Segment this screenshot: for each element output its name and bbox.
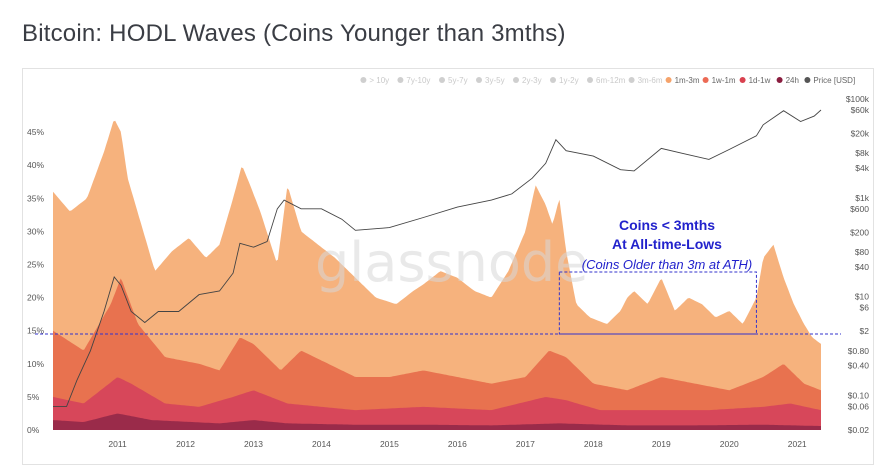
x-tick-label: 2019 [652,439,671,449]
right-tick-label: $1k [855,193,869,203]
right-tick-label: $100k [846,94,870,104]
legend-label: 2y-3y [522,76,542,85]
legend-item-price-usd[interactable]: Price [USD] [804,76,855,85]
right-tick-label: $0.40 [848,361,870,371]
legend-label: > 10y [369,76,389,85]
x-axis: 2011 2012 2013 2014 2015 2016 2017 2018 2019 2020… [108,439,807,449]
left-tick-label: 10% [27,359,44,369]
x-tick-label: 2018 [584,439,603,449]
right-tick-label: $4k [855,163,869,173]
x-tick-label: 2015 [380,439,399,449]
right-axis: $0.02 $0.06$0.10 $0.40 $0.80 $2 $6$10 $40 $80 $2… [846,94,870,435]
right-tick-label: $40 [855,262,869,272]
right-tick-label: $80 [855,247,869,257]
legend-item-24h[interactable]: 24h [776,76,799,85]
right-tick-label: $8k [855,148,869,158]
legend-label: 6m-12m [596,76,626,85]
area-1w-1m [53,278,821,430]
left-tick-label: 0% [27,425,40,435]
right-tick-label: $60k [851,105,870,115]
legend-dot [550,77,556,83]
legend-label: 5y-7y [448,76,468,85]
legend-dot [587,77,593,83]
legend-item-5y-7y[interactable]: 5y-7y [439,76,468,85]
watermark: glassnode [315,231,588,294]
annotation-line-3: (Coins Older than 3m at ATH) [582,257,753,272]
left-tick-label: 35% [27,193,44,203]
legend-dot [360,77,367,83]
left-tick-label: 45% [27,127,44,137]
legend-item-1w-1m[interactable]: 1w-1m [702,76,736,85]
x-tick-label: 2014 [312,439,331,449]
legend-label: Price [USD] [813,76,855,85]
legend-dot [702,77,709,83]
legend-dot [665,77,672,83]
right-tick-label: $0.02 [848,425,870,435]
legend-label: 1d-1w [749,76,771,85]
legend-label: 24h [786,76,799,85]
annotation-box [558,271,757,335]
legend-item-3m-6m[interactable]: 3m-6m [628,76,663,85]
price-layer [53,109,822,407]
left-axis: 0% 5% 10% 15% 20% 25% 30% 35% 40% 45% [27,127,44,435]
legend-item-6m-12m[interactable]: 6m-12m [587,76,626,85]
right-tick-label: $20k [851,129,870,139]
page-title: Bitcoin: HODL Waves (Coins Younger than … [22,20,566,47]
legend-dot [776,77,783,83]
area-24h [53,413,821,430]
x-tick-label: 2016 [448,439,467,449]
legend-item-1y-2y[interactable]: 1y-2y [550,76,579,85]
x-tick-label: 2011 [108,439,127,449]
legend-dot [804,77,811,83]
legend-dot [513,77,519,83]
legend-label: 1y-2y [559,76,579,85]
legend-dot [628,77,635,83]
right-tick-label: $0.80 [848,346,870,356]
legend-item-7y-10y[interactable]: 7y-10y [397,76,430,85]
x-tick-label: 2013 [244,439,263,449]
legend-dot [397,77,404,83]
x-tick-label: 2021 [788,439,807,449]
annotation-line-2: At All-time-Lows [612,236,722,252]
legend-label: 1m-3m [675,76,700,85]
legend-label: 1w-1m [712,76,736,85]
chart-frame: > 10y 7y-10y 5y-7y 3y-5y 2y-3y 1y-2y 6m-12m 3m-… [22,68,874,465]
left-tick-label: 15% [27,326,44,336]
legend-item-2y-3y[interactable]: 2y-3y [513,76,542,85]
annotation: Coins < 3mths At All-time-Lows (Coins Ol… [35,217,841,335]
legend-label: 3y-5y [485,76,505,85]
legend-label: 7y-10y [406,76,430,85]
left-tick-label: 30% [27,226,44,236]
legend-dot [439,77,445,83]
right-tick-label: $6 [860,303,870,313]
x-tick-label: 2017 [516,439,535,449]
legend-item-1d-1w[interactable]: 1d-1w [739,76,771,85]
legend-item-1m-3m[interactable]: 1m-3m [665,76,700,85]
left-tick-label: 5% [27,392,40,402]
legend-item-10y[interactable]: > 10y [360,76,389,85]
legend-dot [476,77,482,83]
legend-label: 3m-6m [638,76,663,85]
legend: > 10y 7y-10y 5y-7y 3y-5y 2y-3y 1y-2y 6m-12m 3m-… [360,76,855,85]
right-tick-label: $0.10 [848,390,870,400]
legend-dot [739,77,746,83]
left-tick-label: 40% [27,160,44,170]
left-tick-label: 25% [27,260,44,270]
x-tick-label: 2020 [720,439,739,449]
right-tick-label: $600 [850,204,869,214]
areas-layer [53,120,821,431]
right-tick-label: $2 [860,326,870,336]
right-tick-label: $0.06 [848,401,870,411]
right-tick-label: $200 [850,227,869,237]
chart-svg: > 10y 7y-10y 5y-7y 3y-5y 2y-3y 1y-2y 6m-12m 3m-… [27,76,870,449]
annotation-line-1: Coins < 3mths [619,217,715,233]
legend-item-3y-5y[interactable]: 3y-5y [476,76,505,85]
right-tick-label: $10 [855,292,869,302]
area-1d-1w [53,377,821,430]
x-tick-label: 2012 [176,439,195,449]
left-tick-label: 20% [27,293,44,303]
price-line [53,109,822,407]
